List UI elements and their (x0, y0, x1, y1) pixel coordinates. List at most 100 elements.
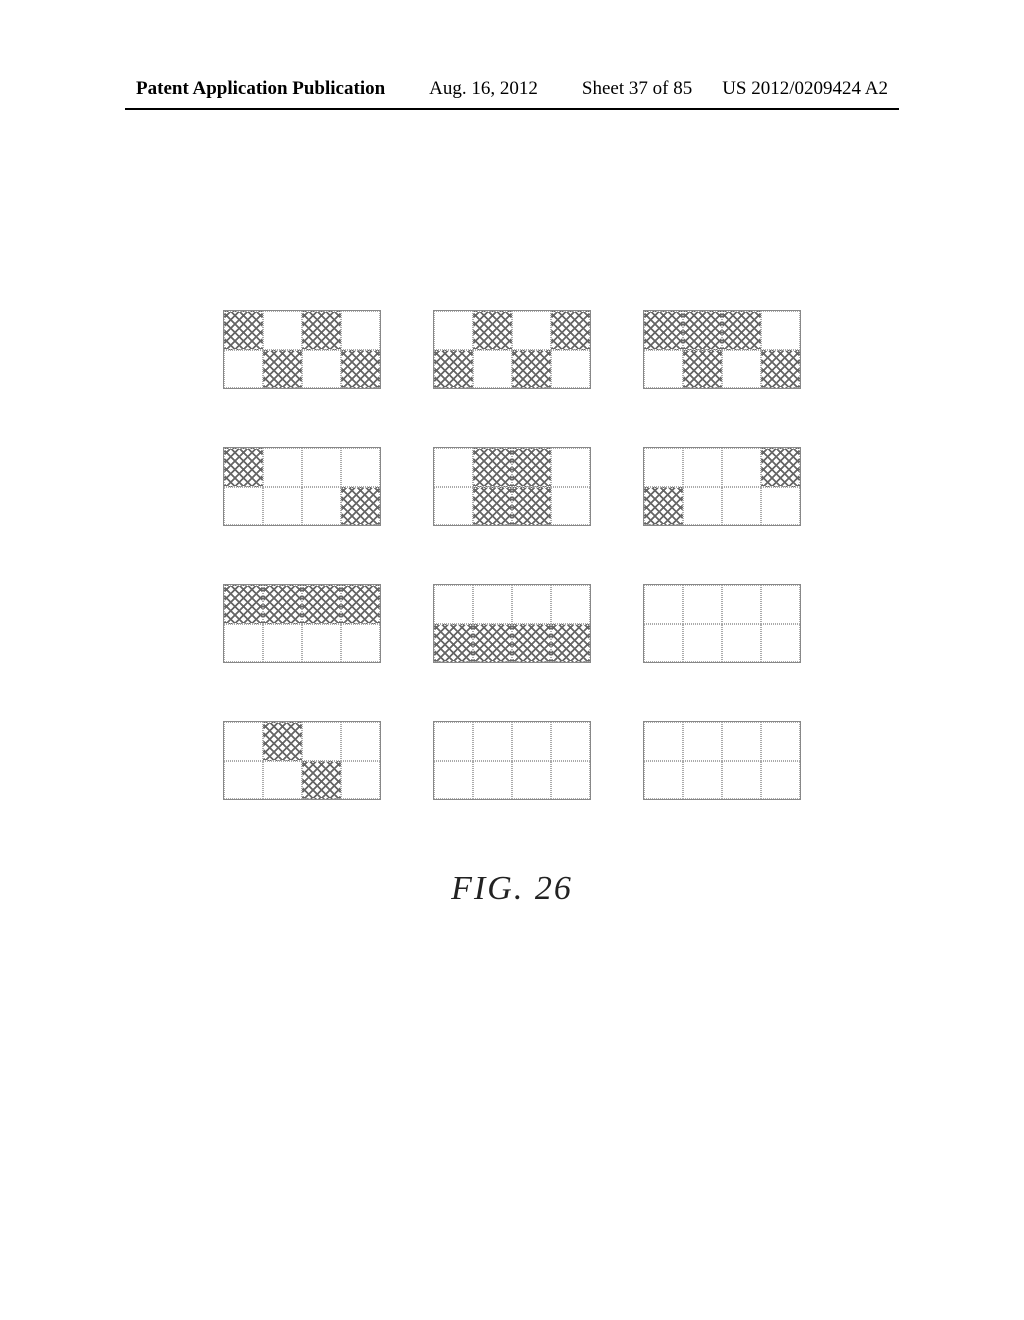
grid-cell (512, 761, 551, 800)
grid-cell (473, 311, 512, 350)
grid-cell (224, 624, 263, 663)
page: Patent Application Publication Aug. 16, … (0, 0, 1024, 1320)
grid-cell (644, 448, 683, 487)
grid-cell (761, 624, 800, 663)
mini-grid (433, 310, 591, 389)
grid-cell (512, 624, 551, 663)
grid-cell (722, 722, 761, 761)
mini-grid (223, 584, 381, 663)
grid-cell (341, 448, 380, 487)
grid-cell (434, 722, 473, 761)
grid-cell (263, 722, 302, 761)
grid-cell (683, 761, 722, 800)
grid-cell (551, 722, 590, 761)
grid-cell (761, 448, 800, 487)
grid-cell (644, 722, 683, 761)
grid-cell (512, 722, 551, 761)
grid-cell (551, 487, 590, 526)
figure-row (223, 584, 801, 663)
figure-row (223, 310, 801, 389)
grid-cell (263, 761, 302, 800)
grid-cell (644, 624, 683, 663)
grid-cell (263, 585, 302, 624)
grid-cell (302, 761, 341, 800)
grid-cell (473, 448, 512, 487)
publication-date: Aug. 16, 2012 (429, 78, 538, 100)
application-number: US 2012/0209424 A2 (722, 78, 888, 100)
grid-cell (224, 487, 263, 526)
grid-cell (341, 761, 380, 800)
grid-cell (302, 448, 341, 487)
grid-cell (551, 350, 590, 389)
grid-cell (722, 350, 761, 389)
mini-grid (223, 310, 381, 389)
grid-cell (761, 487, 800, 526)
grid-cell (722, 761, 761, 800)
grid-cell (761, 761, 800, 800)
header-rule (125, 108, 899, 110)
grid-cell (761, 722, 800, 761)
grid-cell (434, 311, 473, 350)
grid-cell (263, 311, 302, 350)
grid-cell (434, 585, 473, 624)
grid-cell (224, 448, 263, 487)
grid-cell (302, 624, 341, 663)
grid-cell (224, 585, 263, 624)
grid-cell (224, 350, 263, 389)
grid-cell (551, 761, 590, 800)
grid-cell (473, 487, 512, 526)
grid-cell (644, 585, 683, 624)
grid-cell (434, 350, 473, 389)
grid-cell (473, 624, 512, 663)
grid-cell (761, 311, 800, 350)
grid-cell (722, 624, 761, 663)
mini-grid (643, 584, 801, 663)
page-header: Patent Application Publication Aug. 16, … (0, 78, 1024, 100)
grid-cell (722, 311, 761, 350)
figure-row (223, 721, 801, 800)
grid-cell (512, 350, 551, 389)
grid-cell (224, 722, 263, 761)
grid-cell (473, 585, 512, 624)
grid-cell (473, 761, 512, 800)
grid-cell (512, 585, 551, 624)
grid-cell (722, 487, 761, 526)
mini-grid (223, 447, 381, 526)
grid-cell (341, 585, 380, 624)
grid-cell (263, 448, 302, 487)
grid-cell (722, 585, 761, 624)
mini-grid (643, 721, 801, 800)
mini-grid (223, 721, 381, 800)
grid-cell (263, 487, 302, 526)
mini-grid (643, 310, 801, 389)
grid-cell (551, 585, 590, 624)
grid-cell (302, 350, 341, 389)
grid-cell (512, 448, 551, 487)
grid-cell (512, 311, 551, 350)
grid-cell (302, 311, 341, 350)
grid-cell (761, 350, 800, 389)
grid-cell (683, 624, 722, 663)
grid-cell (551, 448, 590, 487)
grid-cell (341, 722, 380, 761)
grid-cell (683, 487, 722, 526)
grid-cell (341, 487, 380, 526)
grid-cell (512, 487, 551, 526)
grid-cell (761, 585, 800, 624)
grid-cell (224, 761, 263, 800)
grid-cell (434, 448, 473, 487)
grid-cell (263, 350, 302, 389)
figure-grid-area (0, 310, 1024, 800)
grid-cell (434, 624, 473, 663)
grid-cell (683, 311, 722, 350)
grid-cell (683, 722, 722, 761)
grid-cell (683, 350, 722, 389)
grid-cell (683, 448, 722, 487)
grid-cell (551, 624, 590, 663)
grid-cell (263, 624, 302, 663)
figure-caption: FIG. 26 (0, 870, 1024, 908)
grid-cell (434, 761, 473, 800)
publication-label: Patent Application Publication (136, 78, 385, 100)
mini-grid (433, 447, 591, 526)
grid-cell (434, 487, 473, 526)
